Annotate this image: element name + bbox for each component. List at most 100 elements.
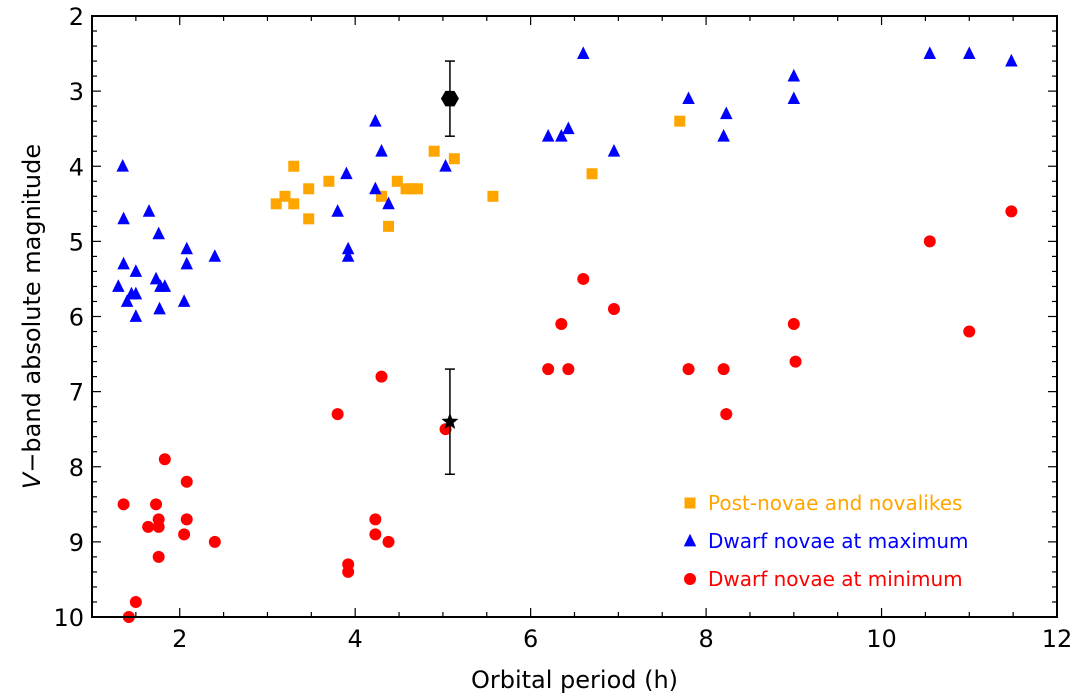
post-novae-point [303,183,315,195]
y-tick-label: 4 [69,153,84,181]
x-tick-label: 4 [348,625,363,653]
post-novae-point [288,160,300,172]
y-tick-label: 2 [69,3,84,31]
dwarf-novae-max-point [180,241,193,255]
dwarf-novae-max-point [180,256,193,270]
dwarf-novae-max-point [153,301,166,315]
dwarf-novae-min-point [787,318,800,331]
series-triangle [112,46,1018,322]
post-novae-point [448,153,460,165]
dwarf-novae-min-point [117,498,130,511]
post-novae-point [487,190,499,202]
post-novae-point [303,213,315,225]
x-axis-label: Orbital period (h) [471,666,678,694]
y-tick-label: 6 [69,304,84,332]
dwarf-novae-max-point [607,144,621,157]
series-square [270,115,686,232]
dwarf-novae-min-point [375,370,388,383]
dwarf-novae-max-point [787,91,801,105]
dwarf-novae-max-point [562,121,575,135]
dwarf-novae-max-point [682,91,695,105]
dwarf-novae-max-point [1005,53,1018,67]
post-novae-point [586,168,598,180]
legend: Post-novae and novalikes Dwarf novae at m… [683,491,969,591]
dwarf-novae-min-point [178,528,191,541]
dwarf-novae-max-point [116,159,129,172]
dwarf-novae-max-point [129,264,143,277]
dwarf-novae-min-point [1005,205,1018,218]
dwarf-novae-max-point [555,129,568,142]
y-tick-label: 5 [69,228,84,256]
dwarf-novae-max-point [129,309,143,322]
dwarf-novae-max-point [341,241,355,255]
dwarf-novae-max-point [149,271,163,285]
y-tick-label: 9 [69,529,84,557]
dwarf-novae-max-point [120,294,134,307]
legend-square-marker [684,497,696,509]
dwarf-novae-max-point [369,113,382,127]
post-novae-point [383,220,395,232]
highlighted-points [440,60,459,476]
dwarf-novae-max-point [142,204,156,217]
post-novae-point [405,183,417,195]
dwarf-novae-max-point [117,211,130,225]
dwarf-novae-max-point [717,129,730,142]
legend-triangle-marker [683,533,697,547]
highlight-star-marker [441,412,459,429]
dwarf-novae-max-point [112,279,125,292]
dwarf-novae-min-point [331,408,344,421]
dwarf-novae-max-point [375,144,388,157]
dwarf-novae-min-point [789,355,802,368]
dwarf-novae-min-point [555,318,568,331]
legend-label: Dwarf novae at minimum [708,567,963,591]
dwarf-novae-max-point [129,286,143,300]
dwarf-novae-max-point [541,129,555,142]
dwarf-novae-min-point [562,363,575,376]
dwarf-novae-min-point [720,408,733,421]
post-novae-point [391,175,403,187]
dwarf-novae-min-point [382,535,395,548]
dwarf-novae-min-point [142,520,155,533]
dwarf-novae-max-point [341,249,355,262]
dwarf-novae-max-point [923,46,937,59]
y-tick-label: 7 [69,379,84,407]
dwarf-novae-max-point [439,159,452,172]
x-tick-label: 6 [523,625,538,653]
dwarf-novae-min-point [180,513,193,526]
dwarf-novae-min-point [923,235,936,248]
dwarf-novae-min-point [369,513,382,526]
dwarf-novae-max-point [158,279,172,292]
dwarf-novae-min-point [208,535,221,548]
dwarf-novae-min-point [152,550,165,563]
x-tick-label: 2 [172,625,187,653]
post-novae-point [270,198,282,210]
dwarf-novae-max-point [208,249,222,262]
x-tick-label: 10 [866,625,897,653]
dwarf-novae-min-point [542,363,555,376]
y-axis-label-variable: V [18,471,46,489]
y-tick-label: 3 [69,78,84,106]
post-novae-point [376,190,387,202]
post-novae-point [674,115,686,127]
dwarf-novae-max-point [720,106,733,120]
dwarf-novae-min-point [369,528,382,541]
dwarf-novae-min-point [129,595,142,608]
dwarf-novae-max-point [117,256,130,270]
dwarf-novae-min-point [682,363,695,376]
dwarf-novae-max-point [152,226,165,240]
post-novae-point [323,175,335,187]
post-novae-point [428,145,440,157]
x-tick-label: 8 [698,625,713,653]
series-circle [117,205,1018,623]
dwarf-novae-min-point [150,498,163,511]
x-tick-label: 12 [1042,625,1073,653]
dwarf-novae-max-point [369,181,382,195]
dwarf-novae-min-point [607,302,620,315]
dwarf-novae-max-point [787,68,801,82]
plot-frame [91,15,1058,618]
y-tick-label: 10 [53,604,84,632]
legend-label: Dwarf novae at maximum [708,529,969,553]
dwarf-novae-max-point [963,46,976,59]
